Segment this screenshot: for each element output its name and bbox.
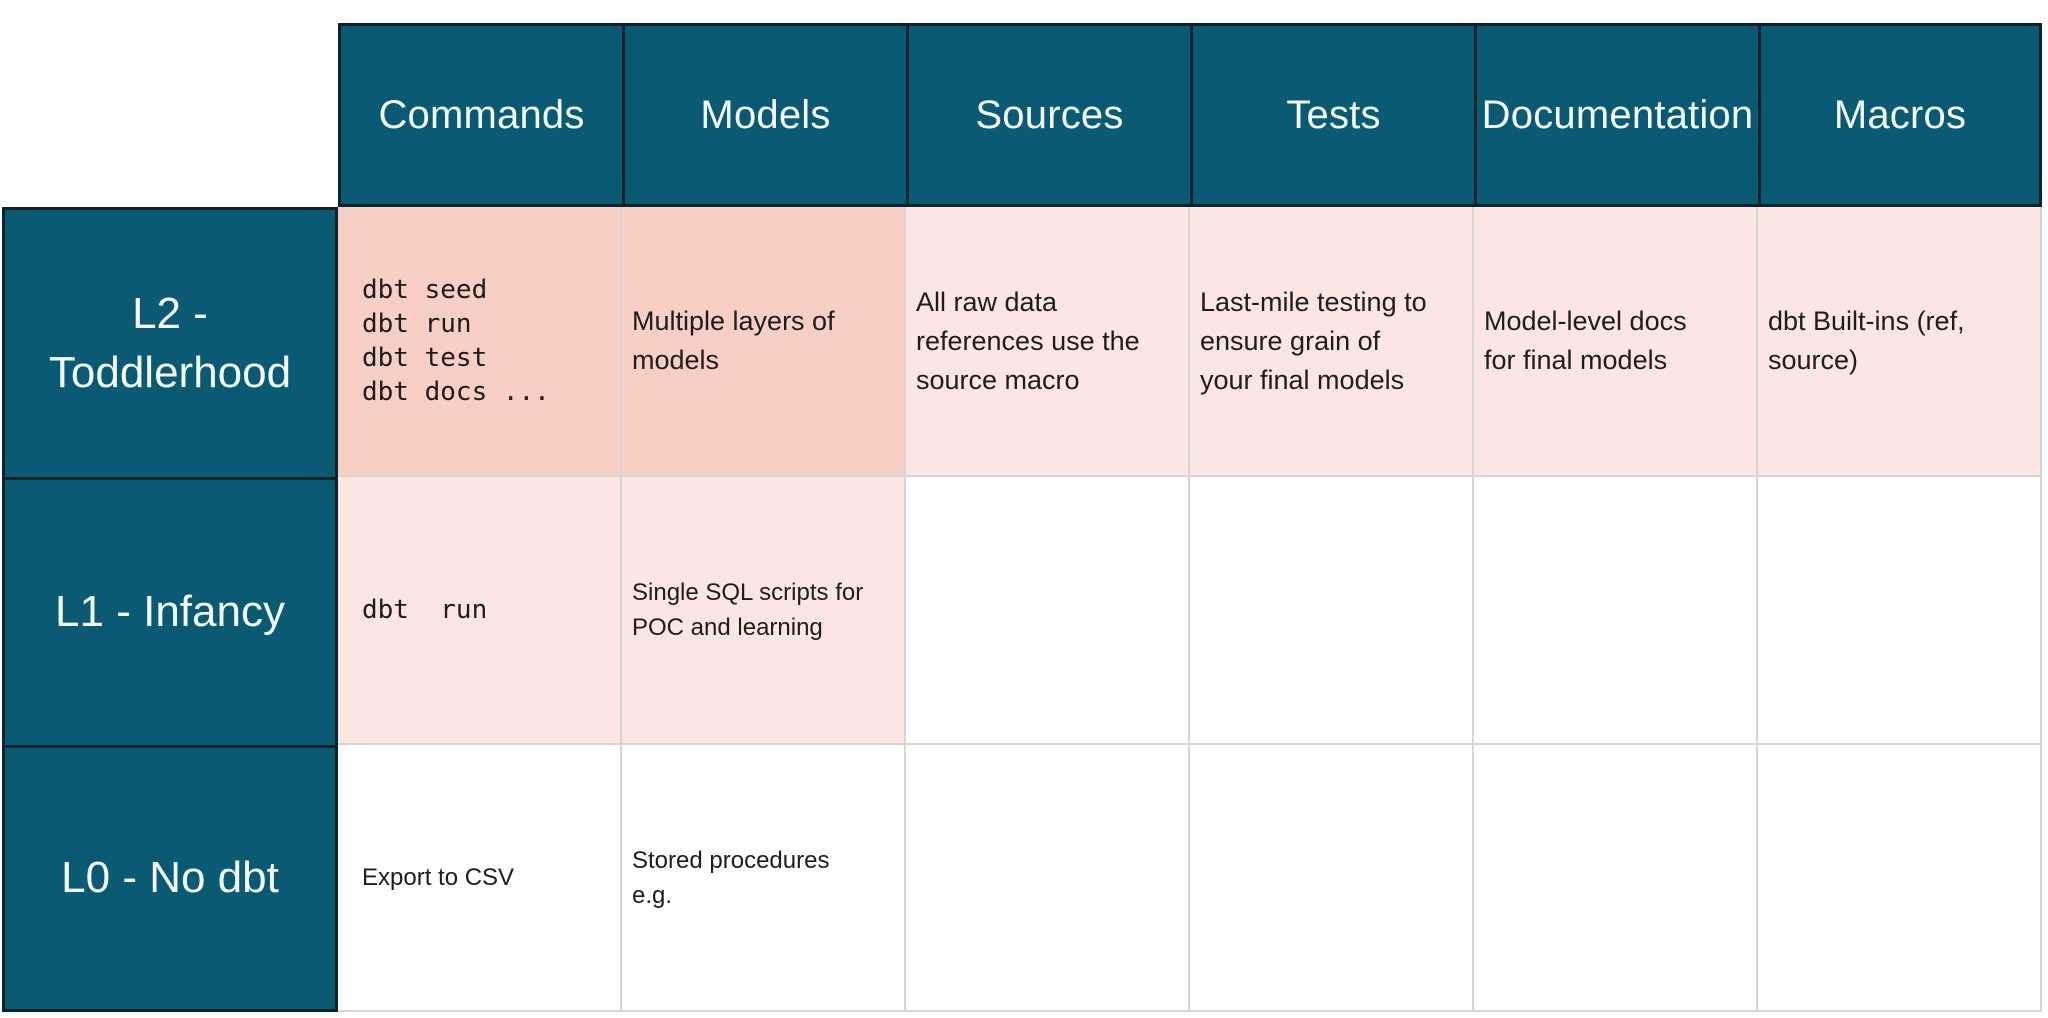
cell-l0-documentation xyxy=(1474,745,1758,1012)
cell-l0-tests xyxy=(1190,745,1474,1012)
cell-l2-sources: All raw data references use the source m… xyxy=(906,207,1190,477)
cell-l1-commands: dbt run xyxy=(338,477,622,745)
row-header-l0: L0 - No dbt xyxy=(2,745,338,1012)
column-header-commands: Commands xyxy=(338,23,622,207)
row-header-l2: L2 - Toddlerhood xyxy=(2,207,338,477)
row-header-l1: L1 - Infancy xyxy=(2,477,338,745)
cell-l2-macros: dbt Built-ins (ref, source) xyxy=(1758,207,2042,477)
column-header-sources: Sources xyxy=(906,23,1190,207)
cell-l2-tests: Last-mile testing to ensure grain of you… xyxy=(1190,207,1474,477)
dbt-maturity-table: Commands Models Sources Tests Documentat… xyxy=(2,23,2042,1012)
cell-l0-models: Stored procedures e.g. xyxy=(622,745,906,1012)
corner-cell xyxy=(2,23,338,207)
column-header-models: Models xyxy=(622,23,906,207)
column-header-macros: Macros xyxy=(1758,23,2042,207)
cell-l1-sources xyxy=(906,477,1190,745)
column-header-documentation: Documentation xyxy=(1474,23,1758,207)
cell-l1-models: Single SQL scripts for POC and learning xyxy=(622,477,906,745)
cell-l2-commands: dbt seed dbt run dbt test dbt docs ... xyxy=(338,207,622,477)
cell-l2-documentation: Model-level docs for final models xyxy=(1474,207,1758,477)
cell-l0-macros xyxy=(1758,745,2042,1012)
cell-l0-commands: Export to CSV xyxy=(338,745,622,1012)
column-header-tests: Tests xyxy=(1190,23,1474,207)
cell-l1-documentation xyxy=(1474,477,1758,745)
cell-l0-sources xyxy=(906,745,1190,1012)
cell-l1-macros xyxy=(1758,477,2042,745)
cell-l1-tests xyxy=(1190,477,1474,745)
cell-l2-models: Multiple layers of models xyxy=(622,207,906,477)
